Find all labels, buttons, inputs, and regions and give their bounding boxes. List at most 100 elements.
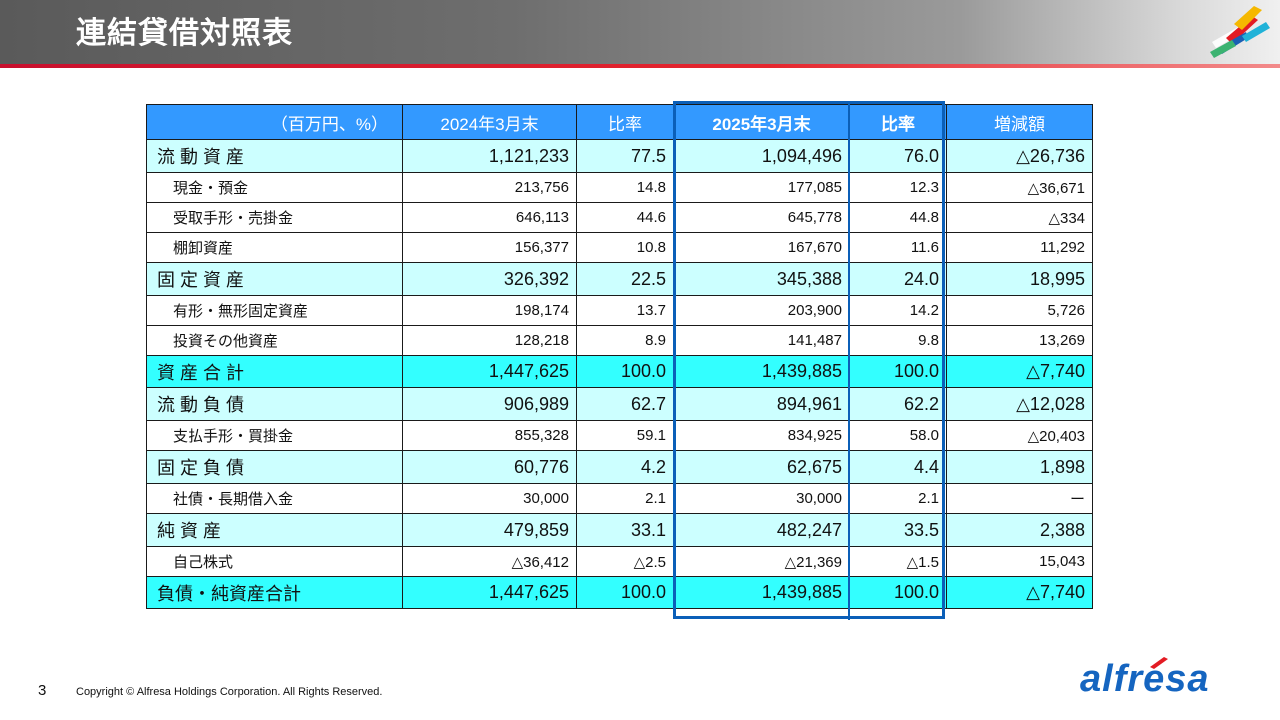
ratio-2025: 33.5 bbox=[849, 513, 947, 547]
value-2024: 60,776 bbox=[402, 450, 577, 484]
value-2024: 646,113 bbox=[402, 202, 577, 233]
ratio-2025: 9.8 bbox=[849, 325, 947, 356]
ratio-2024: 62.7 bbox=[576, 387, 674, 421]
table-row: 流 動 負 債 906,989 62.7 894,961 62.2 △12,028 bbox=[146, 387, 1093, 421]
value-2024: 30,000 bbox=[402, 483, 577, 514]
ratio-2025: 4.4 bbox=[849, 450, 947, 484]
row-label: 負債・純資産合計 bbox=[146, 576, 403, 609]
ratio-2024: 59.1 bbox=[576, 420, 674, 451]
value-2025: 482,247 bbox=[673, 513, 850, 547]
value-2025: 141,487 bbox=[673, 325, 850, 356]
ratio-2025: 44.8 bbox=[849, 202, 947, 233]
col-header-ratio-2025: 比率 bbox=[849, 104, 947, 140]
col-header-2024: 2024年3月末 bbox=[402, 104, 577, 140]
ratio-2024: 8.9 bbox=[576, 325, 674, 356]
ratio-2025: 58.0 bbox=[849, 420, 947, 451]
row-label: 流 動 負 債 bbox=[146, 387, 403, 421]
table-row: 現金・預金 213,756 14.8 177,085 12.3 △36,671 bbox=[146, 172, 1093, 203]
value-2025: 30,000 bbox=[673, 483, 850, 514]
unit-label: （百万円、%） bbox=[146, 104, 403, 140]
value-2025: 62,675 bbox=[673, 450, 850, 484]
table-row: 投資その他資産 128,218 8.9 141,487 9.8 13,269 bbox=[146, 325, 1093, 356]
ratio-2024: 22.5 bbox=[576, 262, 674, 296]
ratio-2024: 100.0 bbox=[576, 355, 674, 388]
value-2024: 1,447,625 bbox=[402, 355, 577, 388]
value-2024: 156,377 bbox=[402, 232, 577, 263]
page-title: 連結貸借対照表 bbox=[76, 16, 293, 51]
change-amount: △12,028 bbox=[946, 387, 1093, 421]
value-2025: 1,439,885 bbox=[673, 355, 850, 388]
table-row: 純 資 産 479,859 33.1 482,247 33.5 2,388 bbox=[146, 513, 1093, 547]
logo-mark-icon bbox=[1210, 6, 1270, 58]
table-row: 固 定 負 債 60,776 4.2 62,675 4.4 1,898 bbox=[146, 450, 1093, 484]
brand-mark-icon bbox=[1150, 657, 1168, 669]
row-label: 固 定 負 債 bbox=[146, 450, 403, 484]
ratio-2024: 2.1 bbox=[576, 483, 674, 514]
value-2024: △36,412 bbox=[402, 546, 577, 577]
ratio-2024: 100.0 bbox=[576, 576, 674, 609]
value-2025: 1,439,885 bbox=[673, 576, 850, 609]
change-amount: △36,671 bbox=[946, 172, 1093, 203]
table-row: 支払手形・買掛金 855,328 59.1 834,925 58.0 △20,403 bbox=[146, 420, 1093, 451]
value-2025: 894,961 bbox=[673, 387, 850, 421]
value-2025: 167,670 bbox=[673, 232, 850, 263]
row-label: 自己株式 bbox=[146, 546, 403, 577]
value-2024: 479,859 bbox=[402, 513, 577, 547]
row-label: 投資その他資産 bbox=[146, 325, 403, 356]
page-number: 3 bbox=[38, 682, 47, 699]
change-amount: 2,388 bbox=[946, 513, 1093, 547]
table-row: 資 産 合 計 1,447,625 100.0 1,439,885 100.0 △7,74… bbox=[146, 355, 1093, 388]
change-amount: 15,043 bbox=[946, 546, 1093, 577]
change-amount: △334 bbox=[946, 202, 1093, 233]
col-header-ratio-2024: 比率 bbox=[576, 104, 674, 140]
ratio-2025: 11.6 bbox=[849, 232, 947, 263]
change-amount: 1,898 bbox=[946, 450, 1093, 484]
table-row: 自己株式 △36,412 △2.5 △21,369 △1.5 15,043 bbox=[146, 546, 1093, 577]
value-2024: 906,989 bbox=[402, 387, 577, 421]
ratio-2024: 13.7 bbox=[576, 295, 674, 326]
value-2024: 198,174 bbox=[402, 295, 577, 326]
ratio-2025: 14.2 bbox=[849, 295, 947, 326]
ratio-2025: △1.5 bbox=[849, 546, 947, 577]
value-2025: 177,085 bbox=[673, 172, 850, 203]
ratio-2025: 12.3 bbox=[849, 172, 947, 203]
row-label: 固 定 資 産 bbox=[146, 262, 403, 296]
row-label: 純 資 産 bbox=[146, 513, 403, 547]
table-row: 受取手形・売掛金 646,113 44.6 645,778 44.8 △334 bbox=[146, 202, 1093, 233]
ratio-2025: 24.0 bbox=[849, 262, 947, 296]
ratio-2024: 14.8 bbox=[576, 172, 674, 203]
row-label: 社債・長期借入金 bbox=[146, 483, 403, 514]
table-row: 棚卸資産 156,377 10.8 167,670 11.6 11,292 bbox=[146, 232, 1093, 263]
row-label: 支払手形・買掛金 bbox=[146, 420, 403, 451]
value-2025: 645,778 bbox=[673, 202, 850, 233]
ratio-2024: △2.5 bbox=[576, 546, 674, 577]
value-2025: 1,094,496 bbox=[673, 139, 850, 173]
row-label: 受取手形・売掛金 bbox=[146, 202, 403, 233]
ratio-2024: 77.5 bbox=[576, 139, 674, 173]
value-2025: 203,900 bbox=[673, 295, 850, 326]
table-row: 固 定 資 産 326,392 22.5 345,388 24.0 18,995 bbox=[146, 262, 1093, 296]
col-header-2025: 2025年3月末 bbox=[673, 104, 850, 140]
brand-logo: alfresa bbox=[1080, 658, 1210, 700]
row-label: 現金・預金 bbox=[146, 172, 403, 203]
table-row: 流 動 資 産 1,121,233 77.5 1,094,496 76.0 △26,736 bbox=[146, 139, 1093, 173]
change-amount: 11,292 bbox=[946, 232, 1093, 263]
change-amount: △20,403 bbox=[946, 420, 1093, 451]
row-label: 有形・無形固定資産 bbox=[146, 295, 403, 326]
value-2025: 834,925 bbox=[673, 420, 850, 451]
value-2024: 1,447,625 bbox=[402, 576, 577, 609]
ratio-2025: 2.1 bbox=[849, 483, 947, 514]
value-2024: 855,328 bbox=[402, 420, 577, 451]
change-amount: 13,269 bbox=[946, 325, 1093, 356]
row-label: 棚卸資産 bbox=[146, 232, 403, 263]
change-amount: △26,736 bbox=[946, 139, 1093, 173]
col-header-change: 増減額 bbox=[946, 104, 1093, 140]
row-label: 資 産 合 計 bbox=[146, 355, 403, 388]
change-amount: △7,740 bbox=[946, 576, 1093, 609]
table-row: 有形・無形固定資産 198,174 13.7 203,900 14.2 5,726 bbox=[146, 295, 1093, 326]
ratio-2024: 4.2 bbox=[576, 450, 674, 484]
ratio-2024: 10.8 bbox=[576, 232, 674, 263]
change-amount: 5,726 bbox=[946, 295, 1093, 326]
copyright-text: Copyright © Alfresa Holdings Corporation… bbox=[76, 686, 383, 698]
title-bar bbox=[0, 0, 1280, 64]
